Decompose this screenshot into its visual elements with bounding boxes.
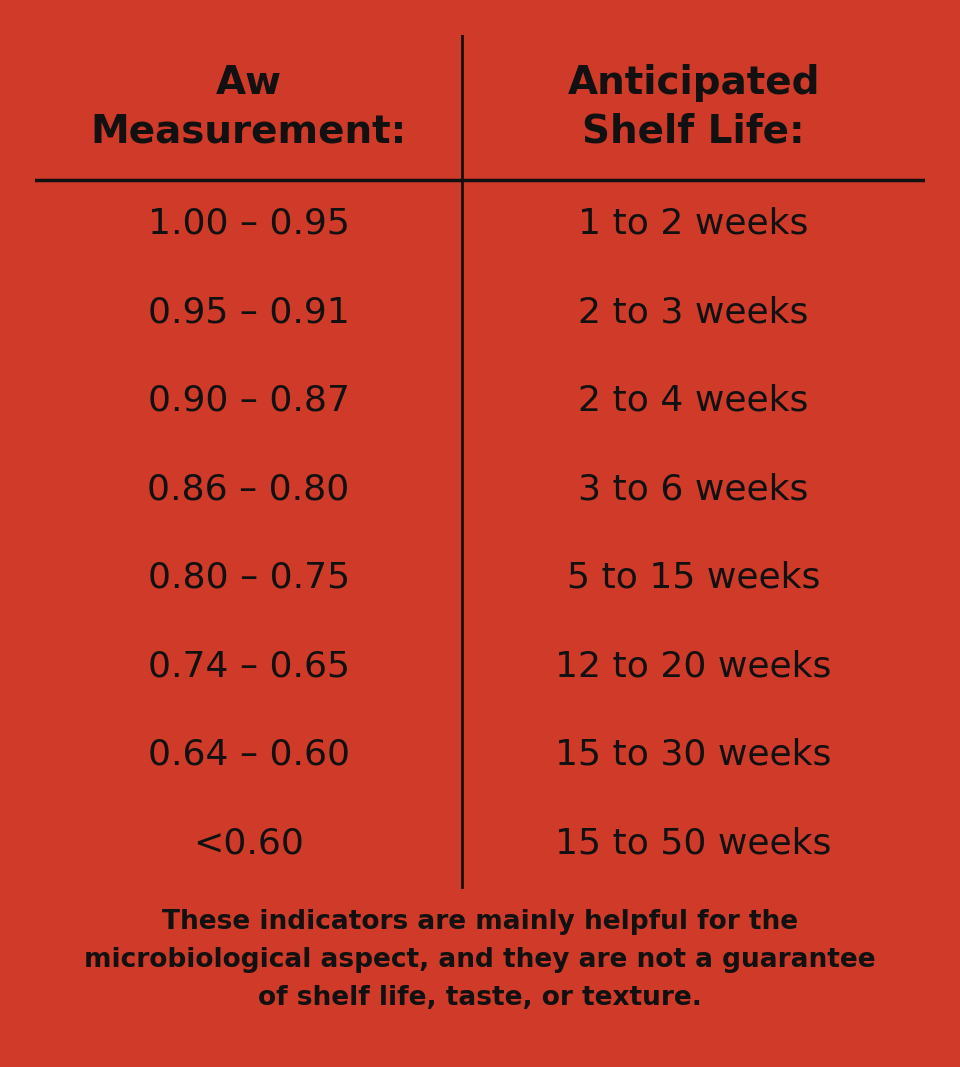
Text: <0.60: <0.60	[193, 826, 304, 860]
Text: 12 to 20 weeks: 12 to 20 weeks	[556, 649, 831, 683]
Text: 2 to 4 weeks: 2 to 4 weeks	[579, 384, 808, 418]
Text: 1 to 2 weeks: 1 to 2 weeks	[579, 207, 808, 241]
Text: 1.00 – 0.95: 1.00 – 0.95	[148, 207, 349, 241]
Text: 5 to 15 weeks: 5 to 15 weeks	[567, 561, 820, 594]
Text: 15 to 50 weeks: 15 to 50 weeks	[556, 826, 831, 860]
Text: 0.90 – 0.87: 0.90 – 0.87	[148, 384, 349, 418]
Text: 15 to 30 weeks: 15 to 30 weeks	[556, 737, 831, 771]
Text: 0.86 – 0.80: 0.86 – 0.80	[148, 473, 349, 506]
Text: Aw
Measurement:: Aw Measurement:	[90, 64, 407, 150]
Text: 3 to 6 weeks: 3 to 6 weeks	[579, 473, 808, 506]
Text: 0.64 – 0.60: 0.64 – 0.60	[148, 737, 349, 771]
Text: Anticipated
Shelf Life:: Anticipated Shelf Life:	[567, 64, 820, 150]
Text: 2 to 3 weeks: 2 to 3 weeks	[579, 296, 808, 330]
Text: 0.80 – 0.75: 0.80 – 0.75	[148, 561, 349, 594]
Text: 0.95 – 0.91: 0.95 – 0.91	[148, 296, 349, 330]
Text: 0.74 – 0.65: 0.74 – 0.65	[148, 649, 349, 683]
Text: These indicators are mainly helpful for the
microbiological aspect, and they are: These indicators are mainly helpful for …	[84, 909, 876, 1010]
